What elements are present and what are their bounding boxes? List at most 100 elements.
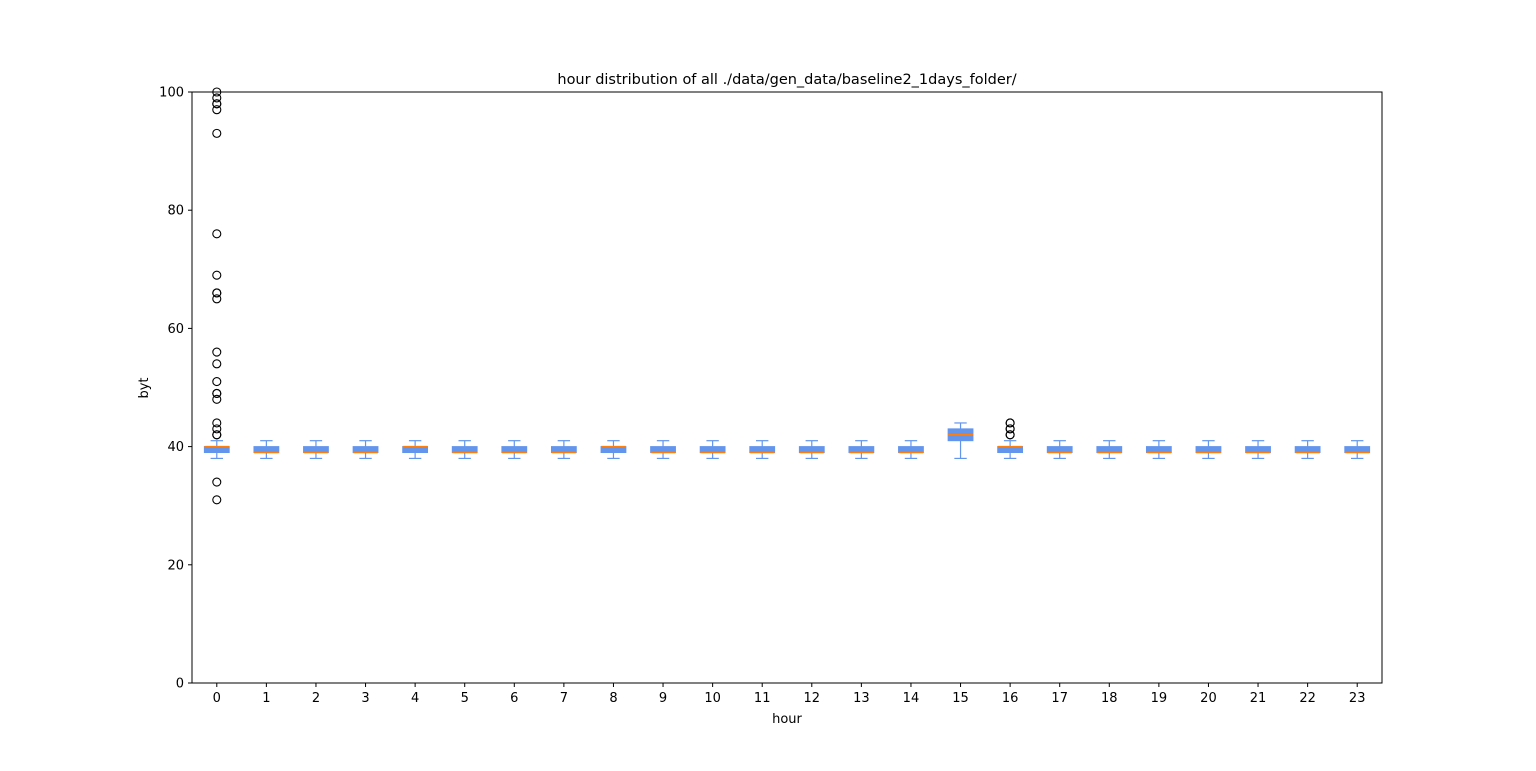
y-tick-label: 40 [167,440,184,455]
iqr-box [1245,446,1271,454]
x-tick-label: 17 [1051,691,1068,706]
outlier-point [212,347,222,357]
x-tick-label: 9 [659,691,667,706]
box-hour-15 [947,422,974,460]
outlier-point [212,93,222,103]
y-tick-label: 0 [176,677,184,692]
iqr-box [699,446,726,454]
iqr-box [1294,446,1321,454]
iqr-box [402,446,429,454]
x-tick-label: 20 [1200,691,1217,706]
outlier-point [212,394,222,404]
box-hour-13 [848,440,875,460]
box-hour-3 [352,440,379,460]
y-tick-label: 60 [167,322,184,337]
x-tick-label: 2 [312,691,320,706]
iqr-box [303,446,329,454]
chart-title: hour distribution of all ./data/gen_data… [557,72,1016,88]
plot-area-frame [191,91,1383,684]
outlier-point [212,229,222,239]
x-tick-label: 22 [1299,691,1316,706]
outlier-point [212,495,222,505]
iqr-box [848,446,875,454]
iqr-box [1344,446,1371,454]
box-hour-16 [997,418,1024,460]
x-tick-label: 14 [903,691,920,706]
outlier-point [212,418,222,428]
outlier-point [212,128,222,138]
x-tick-label: 12 [804,691,821,706]
y-tick-label: 100 [159,86,184,101]
box-series [203,87,1371,505]
box-hour-10 [699,440,726,460]
box-hour-17 [1046,440,1073,460]
x-tick-label: 11 [754,691,771,706]
x-tick-label: 8 [609,691,617,706]
box-hour-22 [1294,440,1321,460]
outlier-point [212,477,222,487]
iqr-box [550,446,577,454]
box-hour-11 [749,440,776,460]
box-hour-19 [1145,440,1172,460]
outlier-point [212,377,222,387]
iqr-box [1046,446,1073,454]
box-hour-18 [1096,440,1123,460]
iqr-box [798,446,825,454]
x-tick-label: 7 [560,691,568,706]
iqr-box [1195,446,1222,454]
outlier-point [212,99,222,109]
box-hour-9 [650,440,676,460]
box-hour-7 [550,440,577,460]
x-tick-label: 0 [213,691,221,706]
x-tick-label: 4 [411,691,419,706]
iqr-box [352,446,379,454]
y-tick-label: 80 [167,204,184,219]
outlier-point [212,359,222,369]
iqr-box [898,446,924,454]
box-hour-14 [898,440,924,460]
box-hour-6 [501,440,528,460]
outlier-point [212,270,222,280]
iqr-box [203,446,230,454]
x-axis-label: hour [772,712,802,727]
outlier-point [212,430,222,440]
x-tick-label: 1 [262,691,270,706]
box-hour-2 [303,440,329,460]
iqr-box [253,446,280,454]
iqr-box [997,446,1024,454]
box-hour-21 [1245,440,1271,460]
iqr-box [501,446,528,454]
box-hour-12 [798,440,825,460]
outlier-point [212,424,222,434]
x-tick-label: 21 [1250,691,1267,706]
iqr-box [1145,446,1172,454]
box-hour-8 [600,440,627,460]
x-tick-label: 19 [1151,691,1168,706]
y-axis-label: byt [137,377,152,398]
iqr-box [650,446,676,454]
box-hour-20 [1195,440,1222,460]
outlier-point [1005,418,1015,428]
iqr-box [1096,446,1123,454]
x-tick-label: 3 [361,691,369,706]
box-hour-1 [253,440,280,460]
box-hour-5 [451,440,478,460]
outlier-point [212,105,222,115]
outlier-point [212,388,222,398]
outlier-point [1005,424,1015,434]
x-tick-label: 23 [1349,691,1366,706]
iqr-box [600,446,627,454]
x-tick-label: 18 [1101,691,1118,706]
x-tick-label: 5 [461,691,469,706]
box-hour-0 [203,87,230,505]
x-tick-label: 10 [704,691,721,706]
outlier-point [212,294,222,304]
x-tick-label: 16 [1002,691,1019,706]
x-tick-label: 13 [853,691,870,706]
x-tick-label: 6 [510,691,518,706]
outlier-point [212,288,222,298]
x-tick-label: 15 [952,691,969,706]
iqr-box [749,446,776,454]
